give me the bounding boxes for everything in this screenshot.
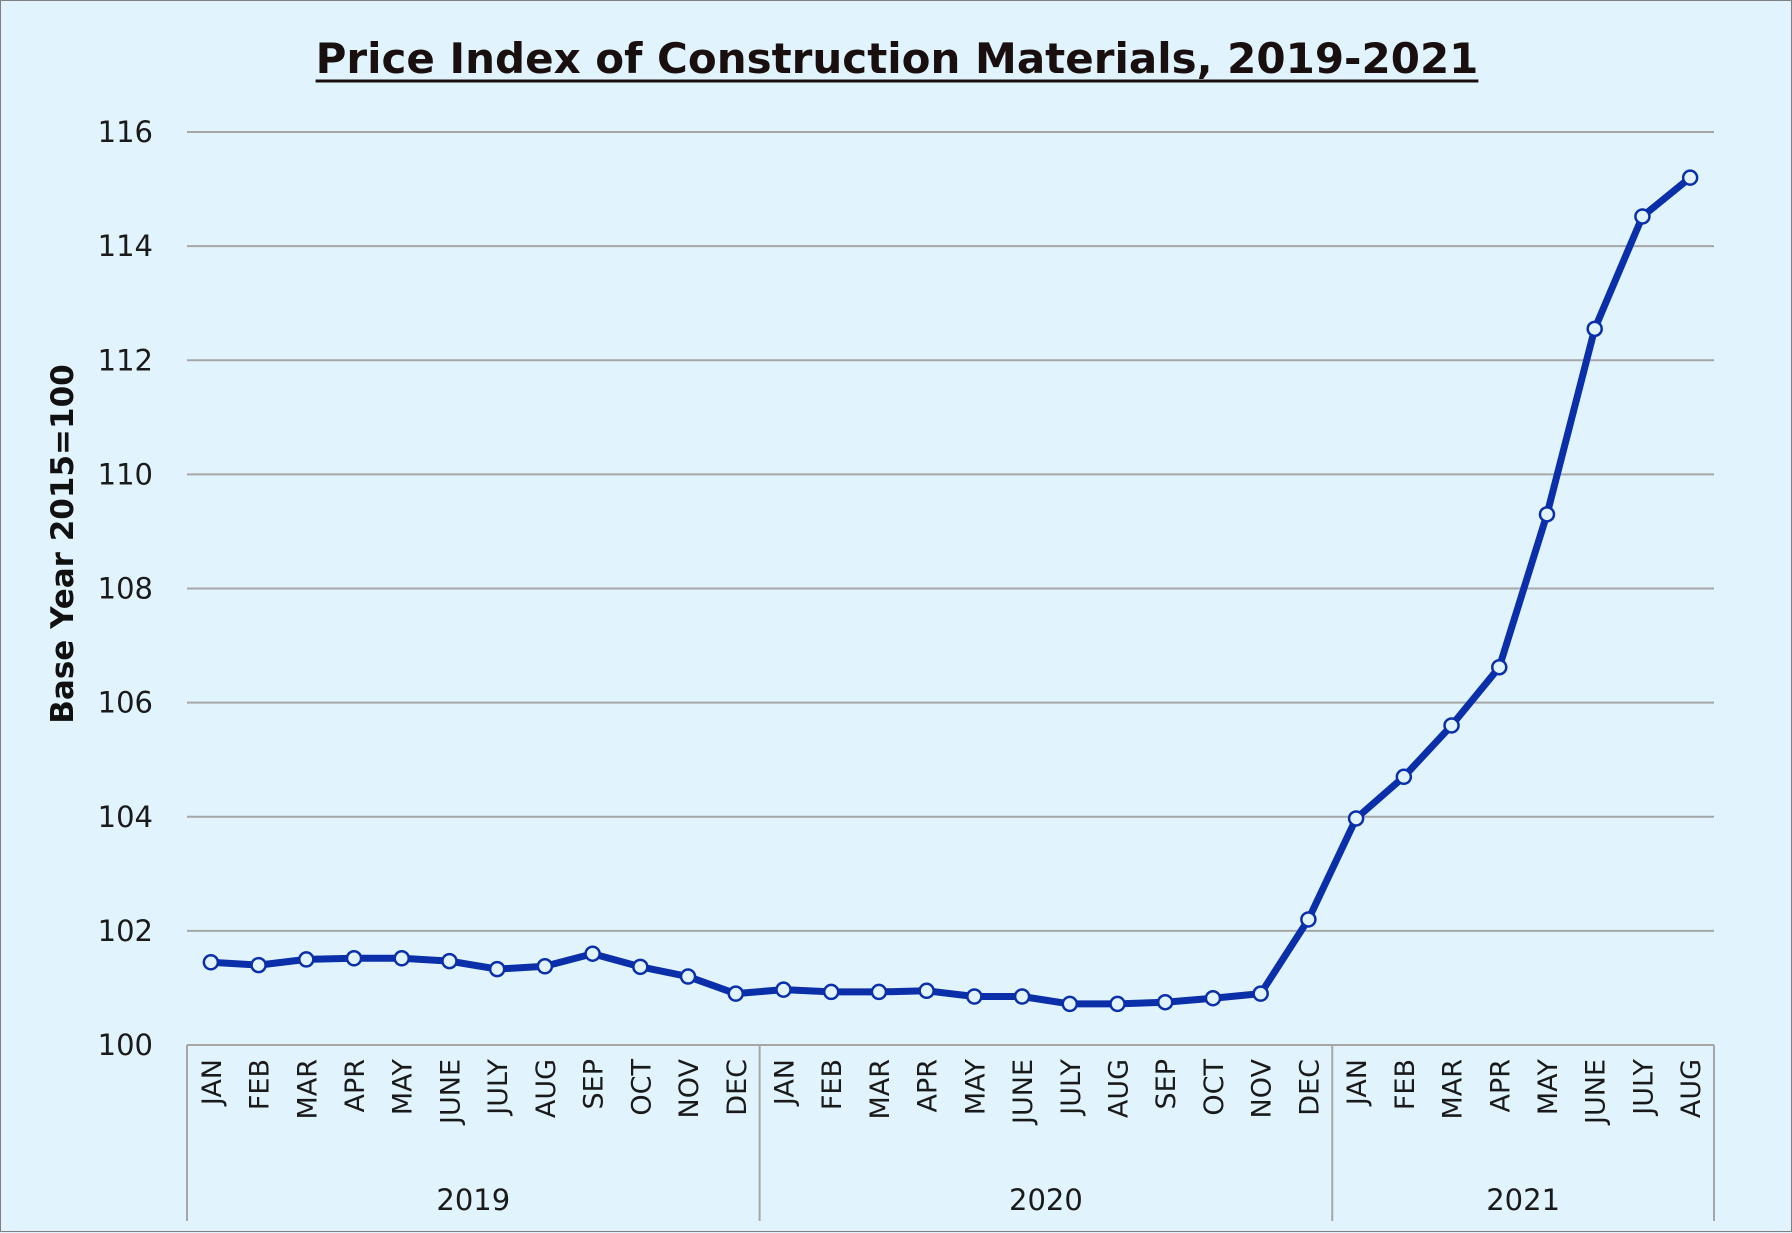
x-tick-label: DEC bbox=[1294, 1059, 1325, 1116]
y-axis-title: Base Year 2015=100 bbox=[45, 364, 81, 723]
year-label: 2019 bbox=[436, 1183, 510, 1217]
gridlines bbox=[187, 131, 1714, 932]
y-tick-label: 100 bbox=[98, 1028, 153, 1062]
data-point bbox=[250, 956, 267, 974]
x-tick-label: NOV bbox=[674, 1058, 705, 1118]
series-line bbox=[207, 174, 1694, 1008]
y-tick-label: 106 bbox=[98, 686, 153, 720]
data-point bbox=[441, 952, 458, 970]
y-tick-label: 102 bbox=[98, 914, 153, 948]
data-point bbox=[727, 985, 745, 1002]
data-point bbox=[584, 945, 601, 962]
y-tick-label: 116 bbox=[98, 115, 153, 149]
x-tick-label: APR bbox=[913, 1059, 944, 1113]
y-tick-label: 114 bbox=[98, 229, 153, 263]
data-point bbox=[202, 954, 220, 971]
x-tick-label: JUNE bbox=[435, 1059, 466, 1126]
y-axis-ticks: 100 102 104 106 108 110 112 114 116 bbox=[98, 115, 153, 1062]
year-label: 2021 bbox=[1486, 1183, 1560, 1217]
y-tick-label: 108 bbox=[98, 572, 153, 606]
x-axis: JAN FEB MAR APR MAY JUNE JULY AUG SEP OCT NOV DEC 20… bbox=[186, 1044, 1715, 1221]
data-point bbox=[1634, 208, 1651, 225]
data-point bbox=[298, 951, 315, 968]
chart-title: Price Index of Construction Materials, 2… bbox=[316, 34, 1479, 83]
data-point bbox=[679, 968, 697, 985]
x-tick-label: JUNE bbox=[1008, 1059, 1039, 1126]
x-tick-label: MAY bbox=[960, 1059, 991, 1116]
x-tick-label: MAY bbox=[388, 1059, 419, 1116]
x-tick-label: OCT bbox=[626, 1059, 657, 1116]
x-tick-label: APR bbox=[340, 1059, 371, 1113]
x-tick-label: MAR bbox=[292, 1059, 323, 1120]
data-point bbox=[1109, 995, 1126, 1013]
data-point bbox=[822, 983, 840, 1001]
x-tick-label: JAN bbox=[769, 1059, 800, 1107]
x-tick-label: JAN bbox=[197, 1059, 228, 1107]
data-point bbox=[918, 982, 935, 1000]
data-point bbox=[1681, 169, 1699, 186]
data-point bbox=[393, 950, 410, 967]
x-tick-label: MAY bbox=[1533, 1059, 1564, 1116]
year-label: 2020 bbox=[1009, 1183, 1083, 1217]
x-tick-label: JUNE bbox=[1581, 1059, 1612, 1126]
data-point bbox=[1156, 993, 1174, 1011]
data-point bbox=[1395, 768, 1413, 786]
x-tick-label: MAR bbox=[1438, 1059, 1469, 1120]
data-point bbox=[1491, 658, 1508, 676]
data-point bbox=[1538, 506, 1556, 523]
x-tick-label: SEP bbox=[1151, 1059, 1182, 1109]
x-tick-label: AUG bbox=[531, 1059, 562, 1118]
x-tick-label: JULY bbox=[483, 1059, 514, 1117]
data-point bbox=[1252, 985, 1269, 1002]
y-tick-label: 104 bbox=[98, 800, 153, 834]
x-tick-label: SEP bbox=[579, 1059, 610, 1109]
x-tick-label: NOV bbox=[1247, 1058, 1278, 1118]
x-tick-label: OCT bbox=[1199, 1059, 1230, 1116]
data-point bbox=[870, 983, 888, 1001]
data-point bbox=[1300, 911, 1317, 928]
x-tick-label: JULY bbox=[1628, 1059, 1659, 1117]
y-tick-label: 112 bbox=[98, 343, 153, 377]
data-point bbox=[1204, 989, 1222, 1007]
data-point bbox=[775, 981, 792, 998]
data-point bbox=[1586, 320, 1603, 338]
x-tick-label: FEB bbox=[245, 1059, 276, 1110]
x-tick-label: JULY bbox=[1056, 1059, 1087, 1117]
data-point bbox=[632, 958, 649, 976]
data-point bbox=[536, 958, 554, 975]
data-point bbox=[1443, 717, 1460, 734]
data-point bbox=[1013, 988, 1031, 1005]
x-tick-label: APR bbox=[1485, 1059, 1516, 1113]
x-tick-label: AUG bbox=[1676, 1059, 1707, 1118]
x-tick-label: FEB bbox=[1390, 1059, 1421, 1110]
x-tick-label: DEC bbox=[722, 1059, 753, 1116]
x-tick-label: JAN bbox=[1342, 1059, 1373, 1107]
series-layer bbox=[202, 169, 1699, 1013]
x-tick-label: MAR bbox=[865, 1059, 896, 1120]
data-point bbox=[966, 988, 983, 1005]
data-point bbox=[345, 950, 363, 967]
x-tick-label: AUG bbox=[1104, 1059, 1135, 1118]
data-point bbox=[1347, 810, 1365, 827]
data-point bbox=[488, 960, 506, 978]
data-point bbox=[1061, 995, 1079, 1013]
y-tick-label: 110 bbox=[98, 457, 153, 491]
x-tick-label: FEB bbox=[817, 1059, 848, 1110]
